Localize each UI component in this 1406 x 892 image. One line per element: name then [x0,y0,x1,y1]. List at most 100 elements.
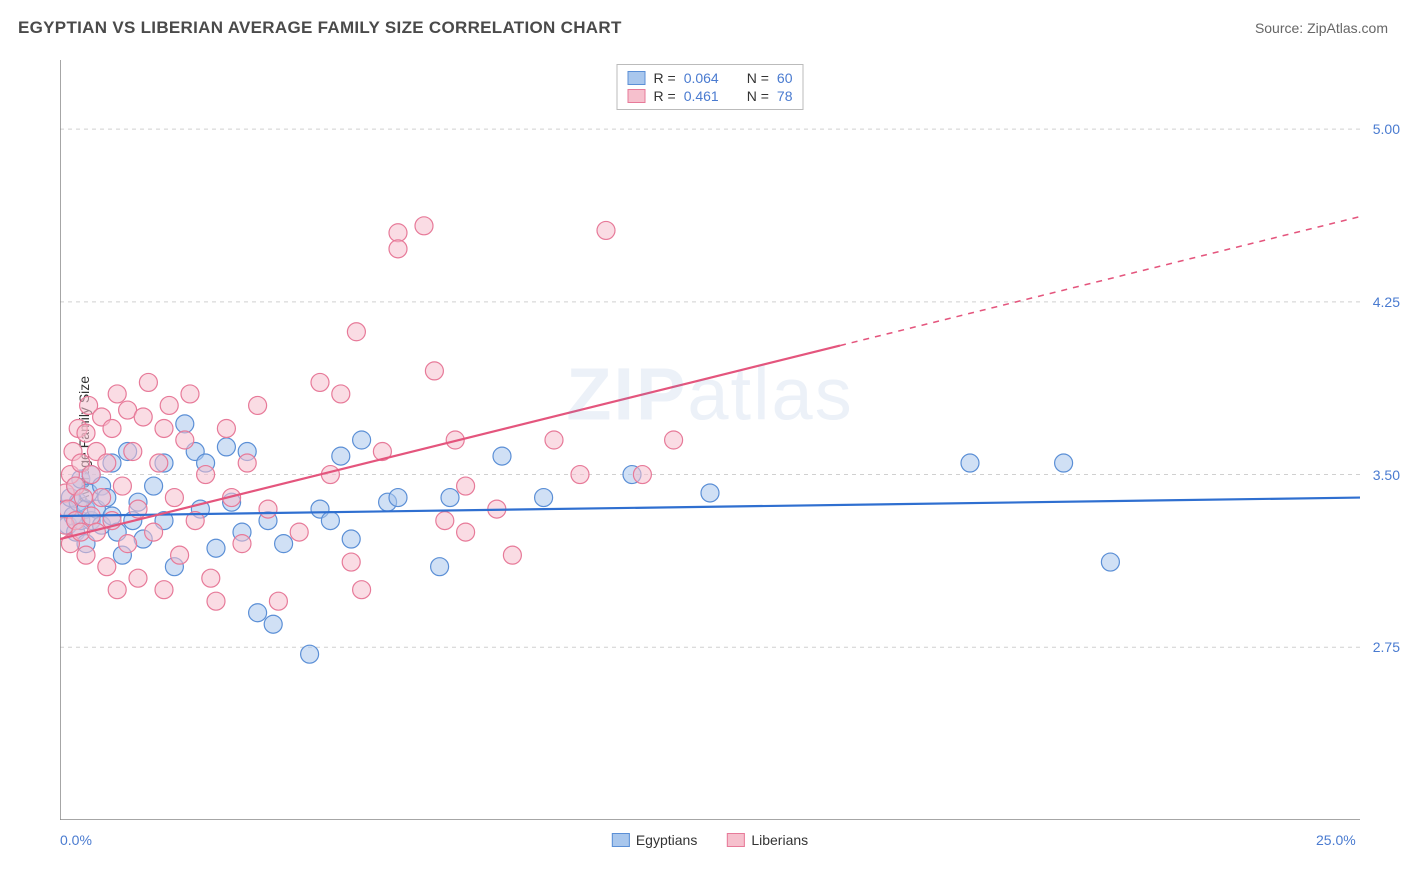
data-point [441,489,459,507]
data-point [425,362,443,380]
source-name: ZipAtlas.com [1307,20,1388,36]
legend-swatch [628,89,646,103]
data-point [389,240,407,258]
data-point [259,500,277,518]
data-point [155,419,173,437]
data-point [457,523,475,541]
data-point [171,546,189,564]
data-point [597,221,615,239]
data-point [176,431,194,449]
data-point [207,592,225,610]
data-point [535,489,553,507]
data-point [961,454,979,472]
data-point [545,431,563,449]
y-tick-label: 2.75 [1373,639,1400,655]
data-point [181,385,199,403]
legend-correlation: R =0.064N =60R =0.461N =78 [617,64,804,110]
legend-r-value: 0.461 [684,88,719,104]
data-point [571,466,589,484]
data-point [1101,553,1119,571]
legend-n-value: 78 [777,88,793,104]
chart-area: Average Family Size ZIPatlas R =0.064N =… [60,60,1360,820]
data-point [301,645,319,663]
data-point [145,523,163,541]
data-point [701,484,719,502]
data-point [176,415,194,433]
data-point [342,530,360,548]
data-point [202,569,220,587]
data-point [457,477,475,495]
data-point [155,581,173,599]
legend-n-label: N = [747,70,769,86]
data-point [389,224,407,242]
legend-swatch [727,833,745,847]
data-point [74,489,92,507]
data-point [98,454,116,472]
data-point [82,466,100,484]
legend-series-label: Egyptians [636,832,697,848]
data-point [415,217,433,235]
data-point [332,385,350,403]
data-point [332,447,350,465]
data-point [217,438,235,456]
data-point [275,535,293,553]
legend-series-item: Egyptians [612,832,697,848]
y-tick-label: 4.25 [1373,294,1400,310]
data-point [160,396,178,414]
data-point [108,385,126,403]
legend-row: R =0.064N =60 [628,69,793,87]
data-point [264,615,282,633]
legend-series-label: Liberians [751,832,808,848]
legend-r-label: R = [654,88,676,104]
data-point [342,553,360,571]
data-point [290,523,308,541]
data-point [1055,454,1073,472]
data-point [353,431,371,449]
data-point [633,466,651,484]
y-tick-label: 3.50 [1373,467,1400,483]
data-point [207,539,225,557]
data-point [113,477,131,495]
data-point [93,489,111,507]
y-tick-label: 5.00 [1373,121,1400,137]
data-point [119,535,137,553]
data-point [493,447,511,465]
data-point [389,489,407,507]
data-point [197,466,215,484]
data-point [353,581,371,599]
data-point [347,323,365,341]
data-point [77,546,95,564]
legend-series-item: Liberians [727,832,808,848]
data-point [311,373,329,391]
data-point [436,512,454,530]
trend-line-extrapolated [840,217,1360,346]
legend-row: R =0.461N =78 [628,87,793,105]
data-point [249,396,267,414]
data-point [238,454,256,472]
legend-r-value: 0.064 [684,70,719,86]
data-point [145,477,163,495]
legend-n-value: 60 [777,70,793,86]
scatter-plot [60,60,1360,820]
data-point [134,408,152,426]
data-point [321,512,339,530]
data-point [665,431,683,449]
data-point [77,424,95,442]
data-point [269,592,287,610]
data-point [139,373,157,391]
source-attribution: Source: ZipAtlas.com [1255,20,1388,36]
chart-title: EGYPTIAN VS LIBERIAN AVERAGE FAMILY SIZE… [18,18,622,38]
legend-swatch [612,833,630,847]
data-point [124,443,142,461]
data-point [98,558,116,576]
header: EGYPTIAN VS LIBERIAN AVERAGE FAMILY SIZE… [18,18,1388,38]
data-point [103,419,121,437]
data-point [108,581,126,599]
data-point [233,535,251,553]
data-point [503,546,521,564]
x-tick-label: 0.0% [60,832,92,848]
x-tick-label: 25.0% [1316,832,1356,848]
data-point [431,558,449,576]
legend-series: Egyptians Liberians [612,832,808,848]
data-point [150,454,168,472]
